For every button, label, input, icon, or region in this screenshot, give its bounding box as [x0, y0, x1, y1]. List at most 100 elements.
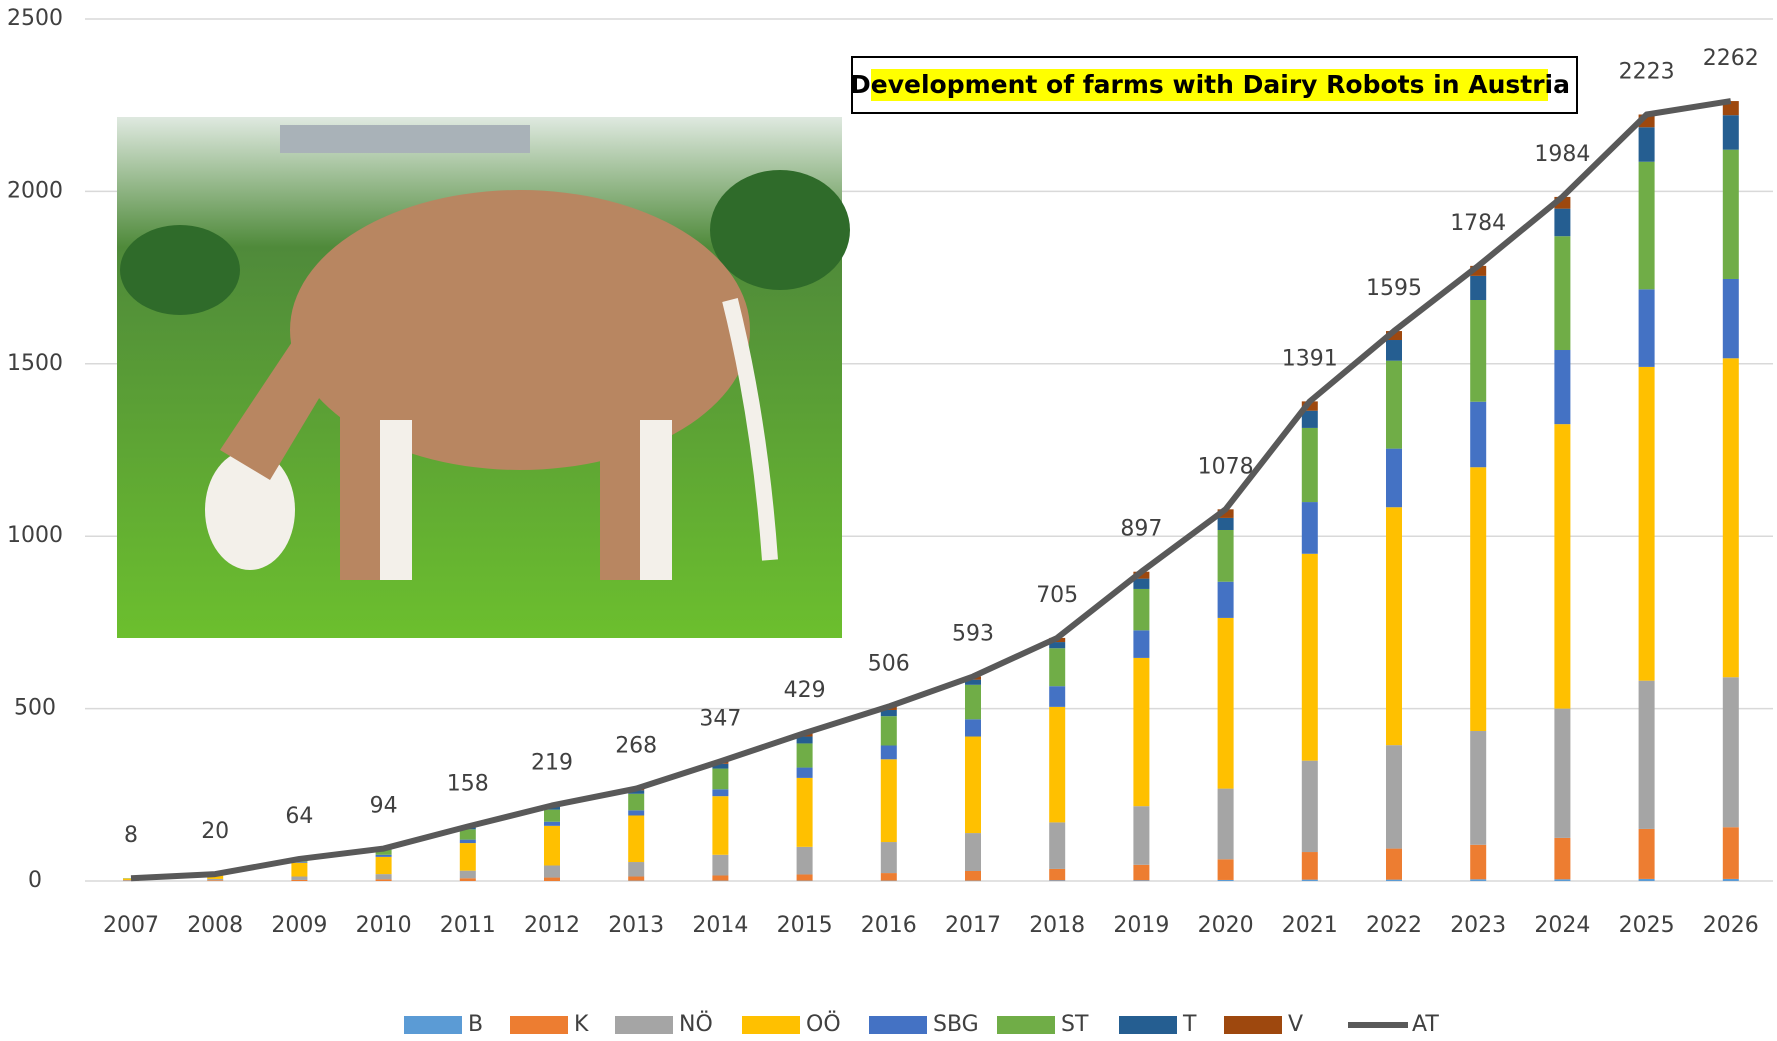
bar-segment	[1470, 731, 1487, 845]
bar-segment	[1554, 424, 1571, 709]
bar-segment	[1133, 578, 1150, 589]
x-tick-label: 2009	[271, 913, 327, 938]
bar-segment	[1470, 265, 1487, 276]
bar-segment	[1722, 278, 1739, 359]
bar-segment	[712, 854, 729, 876]
bar-segment	[1638, 289, 1655, 367]
bar-segment	[965, 684, 981, 720]
bar-segment	[1470, 300, 1487, 402]
data-label: 94	[370, 794, 398, 819]
bar-segment	[1638, 161, 1655, 290]
bar-segment	[375, 856, 392, 875]
data-label: 158	[447, 772, 489, 797]
x-tick-label: 2013	[608, 913, 664, 938]
bar-segment	[1386, 879, 1402, 881]
legend-label: V	[1288, 1012, 1303, 1037]
legend-label: NÖ	[679, 1011, 713, 1037]
bar-segment	[207, 880, 224, 881]
bar-segment	[1217, 517, 1234, 530]
bar-segment	[1049, 880, 1066, 881]
bar-segment	[712, 875, 729, 881]
legend-swatch	[997, 1016, 1055, 1034]
legend-swatch	[742, 1016, 800, 1034]
x-tick-label: 2025	[1619, 913, 1675, 938]
data-label: 429	[784, 678, 826, 703]
bar-segment	[375, 849, 392, 855]
bar-segment	[1217, 529, 1234, 582]
data-label: 64	[285, 804, 313, 829]
data-label: 1595	[1366, 276, 1422, 301]
legend-label: OÖ	[806, 1011, 841, 1037]
bar-segment	[1049, 706, 1066, 823]
bar-segment	[1301, 410, 1318, 428]
bar-segment	[1722, 358, 1739, 678]
legend-swatch	[510, 1016, 568, 1034]
bar-segment	[375, 874, 392, 880]
bar-segment	[207, 878, 224, 881]
bar-segment	[291, 879, 308, 881]
bar-segment	[880, 716, 897, 746]
legend-label: T	[1182, 1012, 1197, 1037]
bar-segment	[459, 870, 476, 879]
bar-segment	[965, 679, 981, 685]
legend-swatch	[615, 1016, 673, 1034]
bar-segment	[796, 846, 813, 875]
bar-segment	[1554, 350, 1571, 425]
annotation: Development of farms with Dairy Robots i…	[850, 70, 1570, 99]
bar-segment	[1722, 149, 1739, 279]
bar-segment	[544, 809, 560, 822]
bar-segment	[1470, 275, 1487, 301]
bar-segment	[1217, 859, 1234, 880]
bar-segment	[1554, 236, 1571, 351]
bar-segment	[1217, 617, 1234, 789]
bar-segment	[1386, 331, 1402, 341]
bar-segment	[1301, 553, 1318, 761]
bar-segment	[1470, 401, 1487, 468]
bar-segment	[1133, 864, 1150, 881]
bar-segment	[1554, 196, 1571, 209]
bar-segment	[1722, 677, 1739, 828]
data-label: 705	[1036, 583, 1078, 608]
bar-segment	[291, 862, 308, 877]
bar-segment	[1638, 828, 1655, 879]
bar-segment	[628, 790, 645, 794]
data-label: 268	[615, 734, 657, 759]
bar-segment	[1722, 827, 1739, 879]
bar-segment	[291, 861, 308, 863]
bar-segment	[1217, 788, 1234, 860]
data-label: 897	[1120, 517, 1162, 542]
data-label: 1391	[1282, 346, 1338, 371]
bar-segment	[965, 719, 981, 737]
bar-segment	[375, 879, 392, 881]
x-tick-label: 2016	[861, 913, 917, 938]
x-tick-label: 2026	[1703, 913, 1759, 938]
legend-label: B	[468, 1012, 483, 1037]
bar-segment	[1049, 822, 1066, 869]
bar-segment	[1386, 745, 1402, 849]
bar-segment	[1386, 448, 1402, 508]
x-tick-label: 2012	[524, 913, 580, 938]
bar-segment	[123, 878, 139, 880]
bar-segment	[712, 796, 729, 855]
x-tick-label: 2024	[1534, 913, 1590, 938]
bar-segment	[796, 743, 813, 768]
bar-segment	[1133, 880, 1150, 881]
y-tick-label: 2000	[7, 178, 63, 203]
x-tick-label: 2019	[1113, 913, 1169, 938]
x-tick-label: 2014	[692, 913, 748, 938]
bar-segment	[1386, 340, 1402, 361]
bar-segment	[1217, 581, 1234, 618]
bar-segment	[1554, 837, 1571, 880]
bar-segment	[1301, 879, 1318, 881]
bar-segment	[880, 709, 897, 717]
bar-segment	[628, 862, 645, 877]
bar-segment	[1217, 879, 1234, 881]
bar-segment	[1722, 115, 1739, 150]
bar-segment	[796, 874, 813, 881]
data-label: 1078	[1198, 454, 1254, 479]
y-tick-label: 1500	[7, 351, 63, 376]
bar-segment	[1301, 427, 1318, 503]
bar-segment	[459, 878, 476, 881]
data-label: 1784	[1450, 211, 1506, 236]
